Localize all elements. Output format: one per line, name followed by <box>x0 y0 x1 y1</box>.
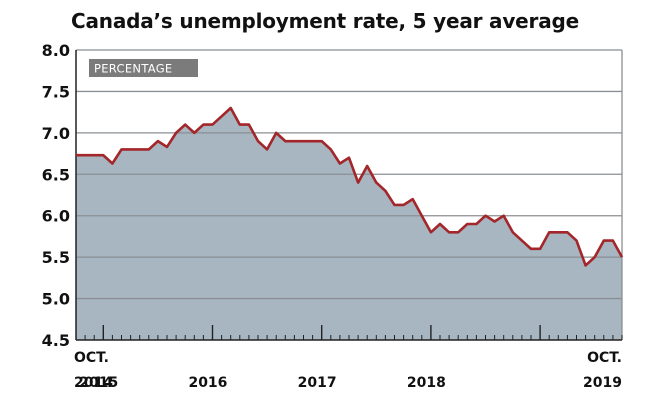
unit-label-box <box>89 59 198 77</box>
x-tick-label: 2016 <box>188 375 227 391</box>
unit-label: PERCENTAGE <box>94 62 173 76</box>
x-tick-label: OCT. <box>74 350 109 366</box>
y-tick-label: 5.5 <box>42 248 70 267</box>
chart-title: Canada’s unemployment rate, 5 year avera… <box>71 9 579 33</box>
x-tick-label: 2019 <box>583 375 622 391</box>
x-tick-label: OCT. <box>587 350 622 366</box>
y-tick-label: 7.0 <box>42 124 70 143</box>
x-tick-label: 2015 <box>79 375 118 391</box>
y-tick-label: 6.0 <box>42 207 70 226</box>
area-fill <box>76 108 622 340</box>
x-tick-label: 2014 <box>74 375 113 391</box>
x-tick-label: 2018 <box>407 375 446 391</box>
y-tick-label: 5.0 <box>42 290 70 309</box>
y-tick-label: 4.5 <box>42 331 70 350</box>
y-tick-label: 6.5 <box>42 165 70 184</box>
x-tick-label: 2017 <box>298 375 337 391</box>
y-tick-label: 7.5 <box>42 82 70 101</box>
y-tick-label: 8.0 <box>42 41 70 60</box>
series-line <box>76 106 624 267</box>
